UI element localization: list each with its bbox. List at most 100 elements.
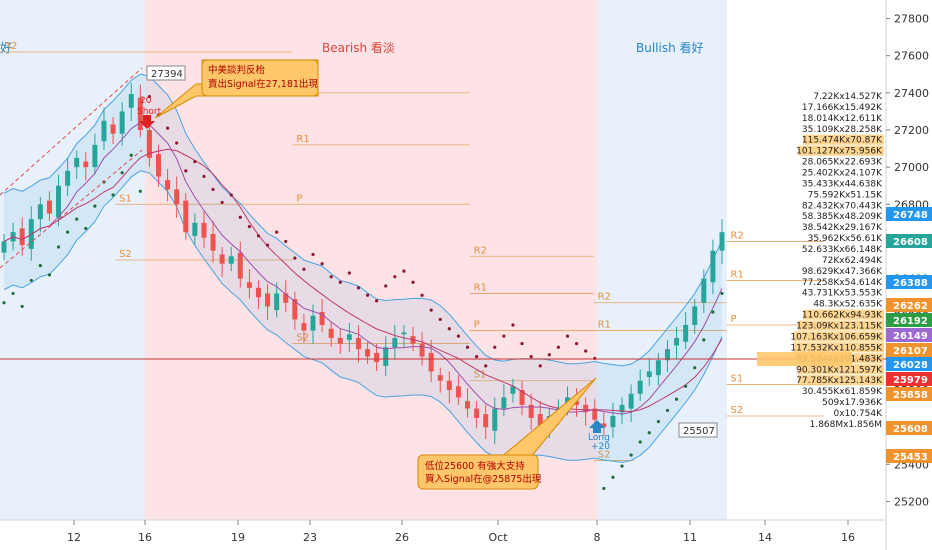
candle-body — [501, 397, 507, 409]
candle-body — [274, 293, 280, 311]
pivot-label: R1 — [598, 320, 611, 331]
volume-bar-poc — [757, 352, 852, 366]
stop-dots — [2, 94, 724, 491]
stop-dot — [347, 271, 351, 275]
stop-dot — [602, 486, 606, 491]
stop-dot — [193, 159, 197, 164]
stop-dot — [702, 338, 706, 342]
candle-body — [56, 185, 62, 218]
volume-label: 77.785Kx125.143K — [796, 376, 883, 386]
price-tag — [886, 275, 932, 289]
stop-dot — [402, 269, 406, 273]
time-tick-label: 16 — [138, 531, 152, 544]
stop-dot — [247, 224, 251, 229]
time-tick-label: Oct — [488, 531, 508, 544]
pivot-label: S2 — [731, 405, 744, 416]
sell-callout: 中美談判反枱 賣出Signal在27,181出現 — [154, 59, 319, 119]
candle-body — [583, 404, 589, 413]
stop-dot — [120, 171, 124, 175]
price-tag — [886, 372, 932, 386]
trough-label-box — [678, 422, 718, 438]
price-tag-label: 26107 — [893, 346, 928, 357]
candle-body — [19, 228, 25, 246]
candle-body — [628, 393, 634, 409]
volume-label: 101.127Kx75.956K — [796, 147, 883, 157]
candle-body — [92, 144, 98, 168]
candle-body — [674, 338, 680, 346]
price-tags: 26748 26608 26388 26262 26192 26149 26107 26028… — [886, 207, 932, 463]
short-signal-num: 20 — [140, 96, 152, 106]
stop-dot — [329, 275, 333, 279]
pivot-label: R1 — [296, 134, 309, 145]
candle-body — [101, 120, 107, 142]
candle-body — [46, 200, 52, 214]
stop-dot — [711, 310, 715, 314]
stop-dot — [720, 291, 724, 296]
pivot-label: R1 — [731, 269, 744, 280]
stop-dot — [393, 275, 397, 279]
candle-body — [283, 293, 289, 303]
candle-body — [119, 111, 125, 134]
time-tick-label: 8 — [594, 531, 601, 544]
stop-dot — [611, 475, 615, 479]
short-signal-label: Short — [137, 107, 162, 117]
price-tag — [886, 328, 932, 342]
channel-lower — [0, 149, 143, 269]
candle-body — [401, 332, 407, 335]
moving-averages — [3, 121, 723, 415]
stop-dot — [493, 345, 497, 349]
volume-label: 35.962Kx56.61K — [808, 234, 883, 244]
volume-label: 58.385Kx48.209K — [802, 212, 883, 222]
band-fill — [4, 74, 722, 463]
price-tag-label: 26262 — [893, 301, 928, 312]
volume-label: 0x10.754K — [834, 409, 884, 419]
sell-callout-line1: 中美談判反枱 — [208, 64, 266, 76]
candle-body — [719, 232, 725, 251]
stop-dot — [584, 349, 588, 353]
candle-body — [510, 386, 516, 394]
candle-body — [110, 124, 116, 134]
stop-dot — [265, 243, 270, 247]
stop-dot — [538, 364, 542, 368]
volume-label: 107.163Kx106.659K — [790, 332, 883, 342]
stop-dot — [438, 317, 442, 322]
volume-profile: 7.22Kx14.527K17.166Kx15.492K18.014Kx12.6… — [757, 92, 884, 430]
candle-body — [664, 349, 670, 361]
stop-dot — [638, 440, 642, 444]
stop-dot — [238, 215, 242, 219]
stop-dot — [147, 94, 152, 99]
stop-dot — [2, 301, 6, 305]
volume-bar — [803, 309, 884, 320]
pivot-label: S1 — [119, 193, 132, 204]
candle-body — [355, 338, 361, 350]
channel-upper — [0, 67, 143, 196]
volume-label: 110.662Kx94.93K — [802, 311, 883, 321]
stop-dot — [574, 341, 579, 346]
time-tick-label: 14 — [758, 531, 772, 544]
stop-dot — [320, 262, 324, 266]
stop-dot — [311, 252, 315, 257]
stop-dot — [129, 153, 133, 157]
price-tag — [886, 449, 932, 463]
stop-dot — [420, 293, 424, 297]
price-tag — [886, 387, 932, 401]
candle-body — [710, 250, 716, 283]
regime-label-left: 好 — [0, 41, 12, 55]
stop-dot — [411, 280, 415, 284]
buy-callout: 低位25600 有強大支持 買入Signal在@25875出現 — [417, 377, 597, 490]
volume-label: 98.629Kx47.366K — [802, 267, 883, 277]
candle-body — [465, 401, 471, 409]
long-arrow-icon — [589, 420, 605, 433]
candle-body — [655, 360, 661, 376]
stop-dot — [375, 299, 379, 303]
stop-dot — [20, 304, 24, 309]
volume-label: 30.455Kx61.859K — [802, 387, 883, 397]
time-tick-label: 12 — [67, 531, 81, 544]
candle-body — [255, 287, 261, 298]
candle-body — [265, 293, 271, 307]
stop-dot — [356, 286, 361, 290]
ma-short — [3, 121, 723, 415]
candle-body — [446, 380, 452, 390]
stop-dot — [138, 189, 142, 193]
